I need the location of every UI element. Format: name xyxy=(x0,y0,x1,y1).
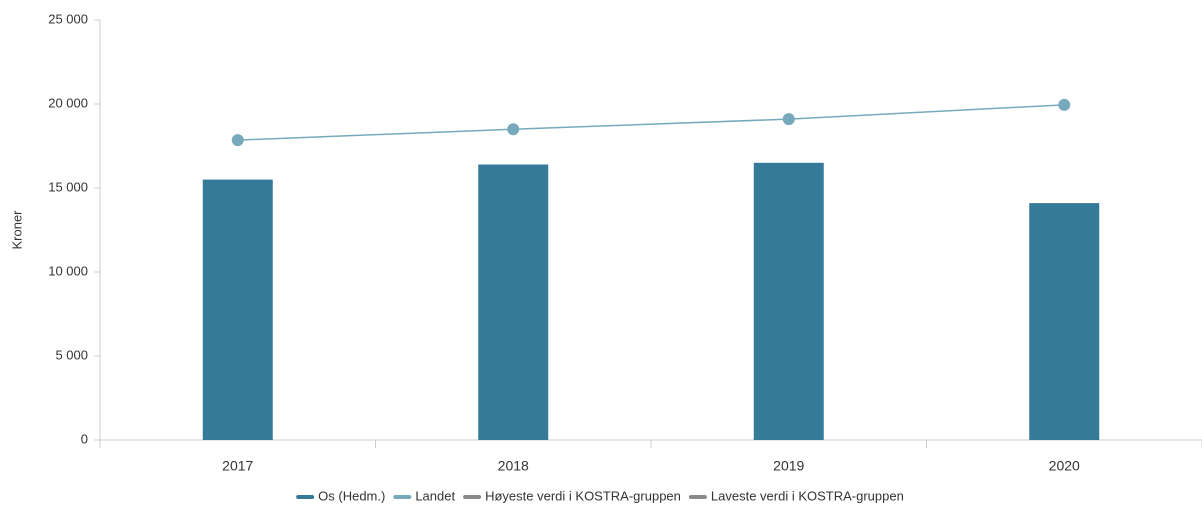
bar xyxy=(753,162,824,441)
line xyxy=(237,104,1065,141)
x-tick-label: 2017 xyxy=(222,458,253,474)
legend-swatch xyxy=(688,495,707,499)
y-tick-label: 0 xyxy=(81,431,88,446)
line-marker xyxy=(782,113,795,126)
x-tick-label: 2019 xyxy=(773,458,804,474)
legend-swatch xyxy=(463,495,482,499)
legend-swatch xyxy=(393,495,412,499)
x-tick-label: 2018 xyxy=(498,458,529,474)
y-tick-label: 10 000 xyxy=(48,263,88,278)
y-tick-label: 20 000 xyxy=(48,95,88,110)
line-marker xyxy=(231,134,244,147)
legend-label: Landet xyxy=(415,488,455,503)
x-tick-label: 2020 xyxy=(1049,458,1080,474)
legend-swatch xyxy=(296,495,315,499)
legend-label: Laveste verdi i KOSTRA-gruppen xyxy=(711,488,904,503)
y-tick-label: 15 000 xyxy=(48,179,88,194)
legend-label: Høyeste verdi i KOSTRA-gruppen xyxy=(485,488,681,503)
line-marker xyxy=(1058,98,1071,111)
bar xyxy=(1029,203,1100,440)
bar xyxy=(478,164,549,441)
bar xyxy=(202,179,273,440)
y-tick-label: 5 000 xyxy=(55,347,88,362)
y-tick-label: 25 000 xyxy=(48,11,88,26)
legend-label: Os (Hedm.) xyxy=(318,488,385,503)
y-axis-label: Kroner xyxy=(9,210,24,250)
line-marker xyxy=(507,123,520,136)
